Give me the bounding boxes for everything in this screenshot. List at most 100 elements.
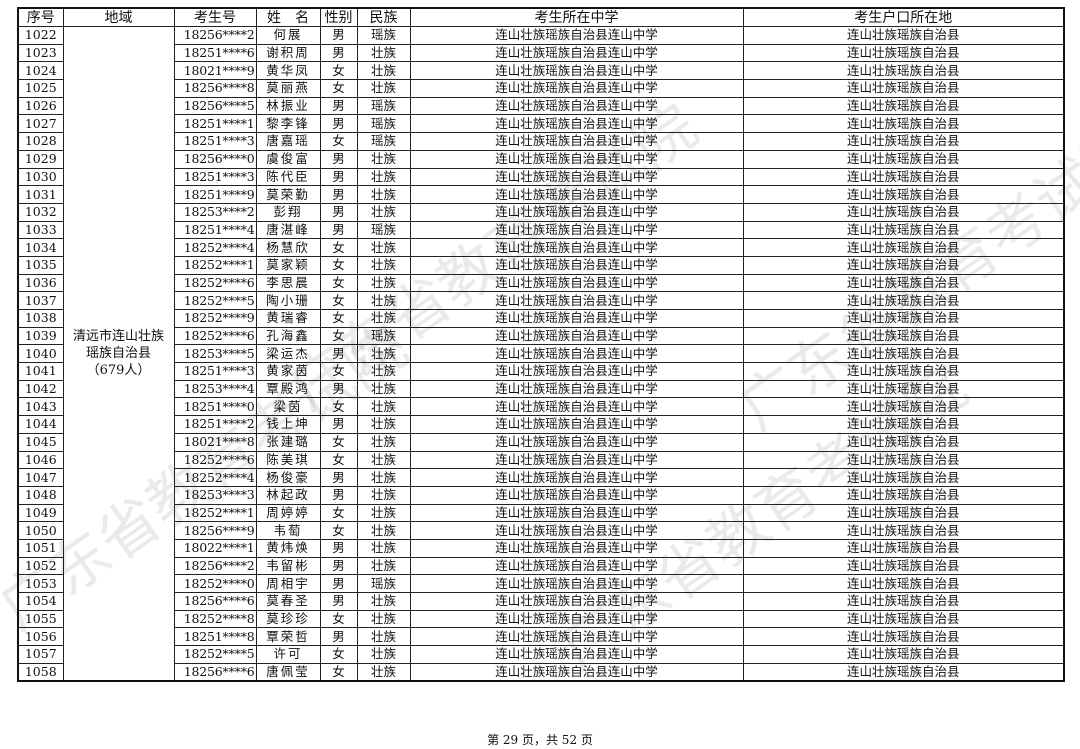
cell-exam-id: 18253****4 (173, 379, 257, 399)
table-row: 1052 18256****2 韦留彬男壮族 连山壮族瑶族自治县连山中学 连山壮族瑶族自… (17, 556, 1065, 576)
cell-index: 1032 (17, 202, 64, 222)
cell-exam-id: 18021****8 (173, 432, 257, 452)
table-row: 1038 18252****9 黄瑞睿女壮族 连山壮族瑶族自治县连山中学 连山壮族瑶族自… (17, 309, 1065, 328)
cell-name: 林振业 (255, 96, 321, 116)
table-row: 1022 清远市连山壮族瑶族自治县（679人） 18256****2 何展男瑶族 连山壮… (17, 26, 1065, 682)
cell-exam-id: 18251****0 (173, 397, 257, 417)
cell-gender: 女 (319, 309, 358, 328)
cell-index: 1041 (17, 362, 64, 381)
table-row: 1037 18252****5 陶小珊女壮族 连山壮族瑶族自治县连山中学 连山壮族瑶族自… (17, 291, 1065, 310)
table-row: 1047 18252****4 杨俊豪男壮族 连山壮族瑶族自治县连山中学 连山壮族瑶族自… (17, 468, 1065, 487)
cell-index: 1055 (17, 609, 64, 629)
cell-name: 黎李锋 (255, 114, 321, 134)
cell-ethnicity: 壮族 (356, 627, 411, 647)
cell-exam-id: 18252****6 (173, 450, 257, 470)
cell-school: 连山壮族瑶族自治县连山中学 (409, 432, 744, 452)
cell-ethnicity: 壮族 (356, 556, 411, 576)
cell-name: 陈美琪 (255, 450, 321, 470)
cell-ethnicity: 壮族 (356, 379, 411, 399)
cell-name: 陶小珊 (255, 291, 321, 310)
cell-ethnicity: 壮族 (356, 521, 411, 540)
cell-hukou: 连山壮族瑶族自治县 (742, 26, 1065, 45)
cell-ethnicity: 瑶族 (356, 96, 411, 116)
cell-index: 1054 (17, 592, 64, 611)
cell-index: 1049 (17, 503, 64, 523)
cell-hukou: 连山壮族瑶族自治县 (742, 538, 1065, 558)
cell-name: 黄炜焕 (255, 538, 321, 558)
cell-name: 覃殿鸿 (255, 379, 321, 399)
cell-school: 连山壮族瑶族自治县连山中学 (409, 26, 744, 45)
cell-ethnicity: 瑶族 (356, 326, 411, 346)
cell-name: 张建璐 (255, 432, 321, 452)
cell-name: 莫珍珍 (255, 609, 321, 629)
cell-gender: 男 (319, 167, 358, 187)
cell-name: 彭翔 (255, 202, 321, 222)
cell-exam-id: 18022****1 (173, 538, 257, 558)
table-row: 1025 18256****8 莫丽燕女壮族 连山壮族瑶族自治县连山中学 连山壮族瑶族自… (17, 79, 1065, 98)
cell-school: 连山壮族瑶族自治县连山中学 (409, 273, 744, 293)
cell-hukou: 连山壮族瑶族自治县 (742, 149, 1065, 169)
cell-gender: 男 (319, 26, 358, 45)
table-row: 1051 18022****1 黄炜焕男壮族 连山壮族瑶族自治县连山中学 连山壮族瑶族自… (17, 538, 1065, 558)
cell-exam-id: 18252****5 (173, 645, 257, 664)
cell-hukou: 连山壮族瑶族自治县 (742, 645, 1065, 664)
cell-ethnicity: 瑶族 (356, 114, 411, 134)
cell-school: 连山壮族瑶族自治县连山中学 (409, 627, 744, 647)
table-row: 1033 18251****4 唐湛峰男瑶族 连山壮族瑶族自治县连山中学 连山壮族瑶族自… (17, 220, 1065, 240)
table-row: 1032 18253****2 彭翔男壮族 连山壮族瑶族自治县连山中学 连山壮族瑶族自治… (17, 202, 1065, 222)
cell-exam-id: 18251****6 (173, 43, 257, 63)
cell-ethnicity: 壮族 (356, 432, 411, 452)
cell-ethnicity: 壮族 (356, 255, 411, 275)
cell-school: 连山壮族瑶族自治县连山中学 (409, 362, 744, 381)
cell-ethnicity: 壮族 (356, 415, 411, 434)
cell-ethnicity: 壮族 (356, 468, 411, 487)
header-row: 序号 地域 考生号 姓 名 性别 民族 考生所在中学 考生户口所在地 (17, 7, 1065, 27)
table-row: 1054 18256****6 莫春圣男壮族 连山壮族瑶族自治县连山中学 连山壮族瑶族自… (17, 592, 1065, 611)
cell-gender: 男 (319, 556, 358, 576)
cell-index: 1044 (17, 415, 64, 434)
cell-gender: 男 (319, 485, 358, 505)
header-ethnicity: 民族 (356, 7, 411, 27)
cell-name: 莫荣勤 (255, 185, 321, 204)
cell-gender: 男 (319, 592, 358, 611)
cell-exam-id: 18256****6 (173, 592, 257, 611)
cell-index: 1040 (17, 344, 64, 364)
table-row: 1036 18252****6 李思晨女壮族 连山壮族瑶族自治县连山中学 连山壮族瑶族自… (17, 273, 1065, 293)
cell-exam-id: 18251****8 (173, 627, 257, 647)
cell-index: 1039 (17, 326, 64, 346)
cell-hukou: 连山壮族瑶族自治县 (742, 362, 1065, 381)
cell-name: 莫春圣 (255, 592, 321, 611)
cell-hukou: 连山壮族瑶族自治县 (742, 202, 1065, 222)
cell-school: 连山壮族瑶族自治县连山中学 (409, 592, 744, 611)
cell-exam-id: 18252****4 (173, 238, 257, 257)
cell-index: 1031 (17, 185, 64, 204)
cell-exam-id: 18256****9 (173, 521, 257, 540)
cell-index: 1035 (17, 255, 64, 275)
cell-name: 孔海鑫 (255, 326, 321, 346)
cell-school: 连山壮族瑶族自治县连山中学 (409, 574, 744, 593)
cell-hukou: 连山壮族瑶族自治县 (742, 96, 1065, 116)
table-row: 1039 18252****6 孔海鑫女瑶族 连山壮族瑶族自治县连山中学 连山壮族瑶族自… (17, 326, 1065, 346)
cell-school: 连山壮族瑶族自治县连山中学 (409, 397, 744, 417)
cell-hukou: 连山壮族瑶族自治县 (742, 415, 1065, 434)
cell-ethnicity: 瑶族 (356, 26, 411, 45)
cell-index: 1051 (17, 538, 64, 558)
admission-list-table: 序号 地域 考生号 姓 名 性别 民族 考生所在中学 考生户口所在地 1022 清… (17, 7, 1065, 683)
table-row: 1045 18021****8 张建璐女壮族 连山壮族瑶族自治县连山中学 连山壮族瑶族自… (17, 432, 1065, 452)
cell-name: 虞俊富 (255, 149, 321, 169)
cell-index: 1038 (17, 309, 64, 328)
cell-school: 连山壮族瑶族自治县连山中学 (409, 485, 744, 505)
cell-exam-id: 18252****0 (173, 574, 257, 593)
cell-name: 周相宇 (255, 574, 321, 593)
table-row: 1028 18251****3 唐嘉瑶女瑶族 连山壮族瑶族自治县连山中学 连山壮族瑶族自… (17, 132, 1065, 151)
cell-exam-id: 18252****4 (173, 468, 257, 487)
cell-gender: 女 (319, 61, 358, 81)
cell-ethnicity: 壮族 (356, 291, 411, 310)
cell-name: 杨慧欣 (255, 238, 321, 257)
table-row: 1030 18251****3 陈代臣男壮族 连山壮族瑶族自治县连山中学 连山壮族瑶族自… (17, 167, 1065, 187)
cell-hukou: 连山壮族瑶族自治县 (742, 43, 1065, 63)
cell-gender: 男 (319, 344, 358, 364)
cell-hukou: 连山壮族瑶族自治县 (742, 61, 1065, 81)
cell-name: 韦萄 (255, 521, 321, 540)
cell-school: 连山壮族瑶族自治县连山中学 (409, 61, 744, 81)
